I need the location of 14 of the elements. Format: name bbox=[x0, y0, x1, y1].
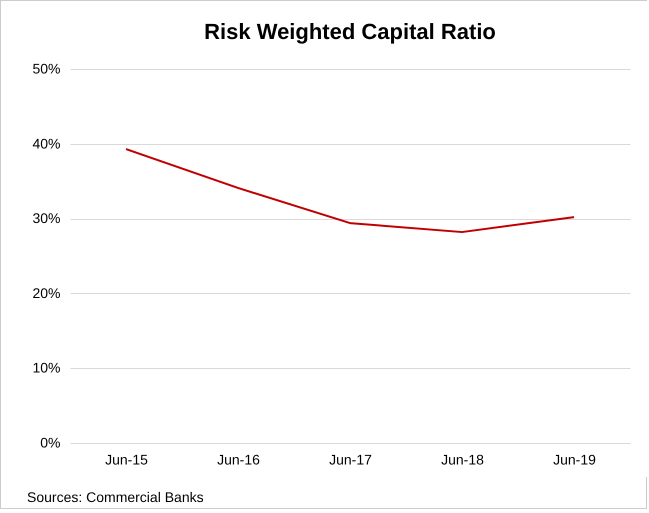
y-tick-label: 0% bbox=[40, 434, 60, 450]
x-tick-label: Jun-19 bbox=[553, 452, 596, 468]
y-tick-label: 30% bbox=[32, 210, 60, 226]
x-tick-label: Jun-18 bbox=[441, 452, 484, 468]
line-series bbox=[125, 148, 575, 234]
y-tick-label: 20% bbox=[32, 284, 60, 301]
chart-title: Risk Weighted Capital Ratio bbox=[204, 19, 496, 44]
y-tick-label: 10% bbox=[32, 360, 60, 376]
x-tick-label: Jun-15 bbox=[105, 452, 148, 468]
x-tick-label: Jun-17 bbox=[329, 452, 372, 468]
y-tick-label: 40% bbox=[32, 135, 60, 152]
y-tick-label: 50% bbox=[32, 60, 60, 76]
source-note: Sources: Commercial Banks bbox=[27, 489, 204, 505]
x-tick-label: Jun-16 bbox=[217, 452, 260, 468]
